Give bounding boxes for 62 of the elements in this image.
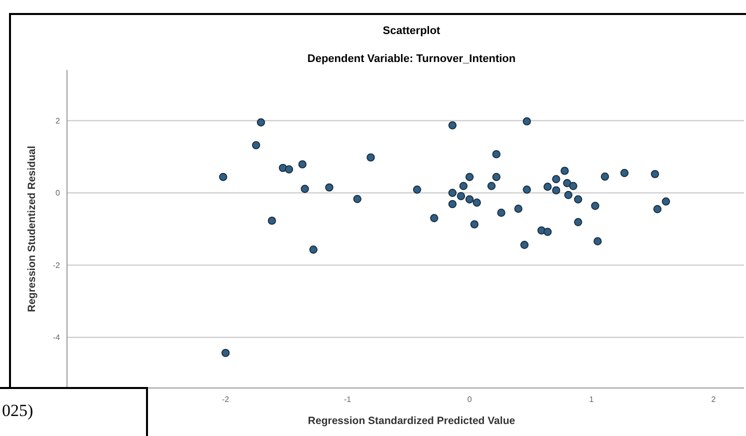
y-axis-title: Regression Studentized Residual [26, 146, 38, 312]
y-tick-label: 2 [56, 116, 61, 126]
point [574, 195, 582, 204]
point [268, 216, 276, 225]
y-tick-label: -4 [52, 333, 61, 342]
point [544, 182, 552, 191]
point [569, 182, 578, 190]
point [497, 208, 506, 217]
point [662, 197, 670, 206]
point [470, 220, 479, 228]
point [520, 240, 529, 249]
point [309, 246, 318, 254]
point [653, 205, 662, 214]
point [600, 172, 610, 181]
point [325, 183, 334, 192]
point [256, 118, 266, 126]
chart-title: Scatterplot [382, 25, 441, 37]
point [298, 160, 307, 168]
x-tick-label: 1 [589, 395, 594, 404]
point [366, 153, 375, 162]
point [650, 170, 660, 178]
x-tick-label: -2 [222, 395, 230, 404]
point [465, 172, 474, 182]
point [221, 348, 230, 358]
chart-subtitle: Dependent Variable: Turnover_Intention [307, 53, 516, 65]
point [448, 121, 457, 130]
point [594, 237, 602, 246]
point [591, 202, 600, 210]
point [252, 141, 260, 150]
point [552, 186, 560, 194]
y-tick-label: -2 [52, 260, 61, 270]
point [492, 150, 500, 158]
point [492, 172, 500, 182]
point [465, 195, 474, 204]
x-tick-label: 0 [467, 395, 472, 404]
point [412, 186, 422, 194]
point [552, 175, 560, 184]
point [456, 192, 466, 200]
point [522, 186, 531, 194]
point [459, 182, 468, 190]
point [563, 179, 572, 188]
point [574, 218, 582, 226]
point [284, 165, 294, 174]
text: 025) [2, 401, 34, 420]
point [448, 188, 457, 197]
point [448, 200, 457, 208]
point [430, 214, 438, 222]
y-tick-label: 0 [56, 188, 61, 198]
point [514, 204, 522, 213]
point [560, 166, 569, 175]
point [472, 198, 481, 207]
point [564, 190, 572, 200]
point [487, 182, 496, 190]
x-tick-label: -1 [344, 395, 352, 404]
point [544, 228, 552, 236]
point [353, 194, 362, 204]
point [522, 117, 531, 126]
point [300, 184, 309, 193]
point [620, 168, 629, 178]
point [219, 172, 228, 182]
x-tick-label: 2 [711, 395, 716, 404]
x-axis-title: Regression Standardized Predicted Value [308, 415, 516, 427]
